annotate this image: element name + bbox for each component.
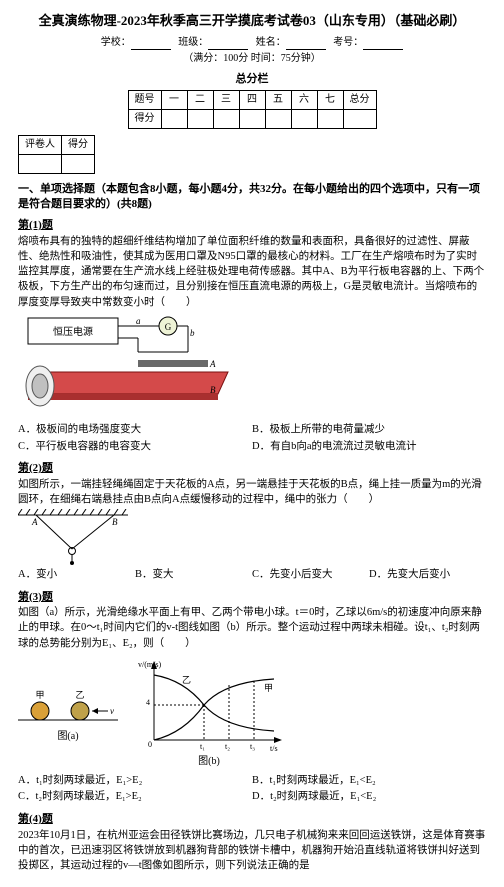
q1-figure: 恒压电源 a b G A B (18, 312, 486, 420)
name-blank (286, 40, 326, 50)
choice-b: B．变大 (135, 567, 252, 584)
student-meta: 学校： 班级： 姓名： 考号： (18, 36, 486, 50)
svg-text:0: 0 (148, 740, 152, 749)
choice-c: C．t₂时刻两球最近，E₁>E₂ (18, 789, 252, 806)
reviewer-table: 评卷人 得分 (18, 135, 95, 174)
q4-number: 第(4)题 (18, 812, 486, 827)
cell: 一 (161, 90, 187, 109)
exam-title: 全真演练物理-2023年秋季高三开学摸底考试卷03（山东专用）（基础必刷） (18, 12, 486, 30)
cell: 四 (239, 90, 265, 109)
svg-text:t₃: t₃ (250, 742, 255, 751)
choice-a: A．极板间的电场强度变大 (18, 422, 252, 439)
cell (161, 109, 187, 128)
choice-c: C．平行板电容器的电容变大 (18, 439, 252, 456)
choice-b: B．极板上所带的电荷量减少 (252, 422, 486, 439)
svg-text:a: a (136, 316, 141, 326)
svg-text:A: A (209, 359, 216, 369)
name-label: 姓名： (256, 37, 286, 48)
svg-text:甲: 甲 (35, 690, 44, 700)
q3-figures: 甲 乙 v 图(a) v/(m/s) t/s 0 4 (18, 655, 486, 769)
cell: 二 (187, 90, 213, 109)
svg-text:t/s: t/s (270, 744, 278, 753)
cell: 三 (213, 90, 239, 109)
cell (239, 109, 265, 128)
svg-text:v/(m/s): v/(m/s) (138, 660, 161, 669)
fig-b-caption: 图(b) (134, 755, 284, 769)
svg-text:G: G (165, 322, 172, 332)
choice-d: D．先变大后变小 (369, 567, 486, 584)
examno-blank (363, 40, 403, 50)
cell (291, 109, 317, 128)
cell: 六 (291, 90, 317, 109)
cell: 总分 (343, 90, 376, 109)
choice-d: D．t₂时刻两球最近，E₁<E₂ (252, 789, 486, 806)
cell (317, 109, 343, 128)
choice-a: A．变小 (18, 567, 135, 584)
cell: 得分 (128, 109, 161, 128)
table-row: 得分 (128, 109, 376, 128)
cell: 评卷人 (19, 135, 62, 154)
q2-rope-svg: A B (18, 509, 128, 565)
q1-circuit-svg: 恒压电源 a b G A B (18, 312, 238, 420)
svg-text:A: A (31, 517, 38, 527)
table-row: 评卷人 得分 (19, 135, 95, 154)
q2-text: 如图所示，一端挂轻绳绳固定于天花板的A点，另一端悬挂于天花板的B点，绳上挂一质量… (18, 477, 486, 507)
cell (265, 109, 291, 128)
q3-text: 如图（a）所示，光滑绝缘水平面上有甲、乙两个带电小球。t＝0时，乙球以6m/s的… (18, 605, 486, 651)
cell: 得分 (62, 135, 95, 154)
svg-text:B: B (210, 385, 216, 395)
cell (187, 109, 213, 128)
cell (343, 109, 376, 128)
cell: 题号 (128, 90, 161, 109)
svg-text:4: 4 (146, 698, 150, 707)
q2-number: 第(2)题 (18, 461, 486, 476)
q4-text: 2023年10月1日，在杭州亚运会田径铁饼比赛场边，几只电子机械狗来来回回运送铁… (18, 828, 486, 874)
svg-text:b: b (190, 328, 195, 338)
q3-figure-a: 甲 乙 v 图(a) (18, 680, 118, 744)
svg-text:v: v (110, 706, 114, 716)
q1-number: 第(1)题 (18, 218, 486, 233)
svg-text:B: B (112, 517, 118, 527)
svg-text:t₁: t₁ (200, 742, 205, 751)
q3-balls-svg: 甲 乙 v (18, 680, 118, 730)
fig-a-caption: 图(a) (18, 730, 118, 744)
section-1-head: 一、单项选择题（本题包含8小题，每小题4分，共32分。在每小题给出的四个选项中，… (18, 182, 486, 213)
q3-number: 第(3)题 (18, 590, 486, 605)
q3-figure-b: v/(m/s) t/s 0 4 t₁ t₂ t₃ 乙 甲 图(b) (134, 655, 284, 769)
school-label: 学校： (101, 37, 131, 48)
q2-choices: A．变小 B．变大 C．先变小后变大 D．先变大后变小 (18, 567, 486, 584)
choice-a: A．t₁时刻两球最近，E₁>E₂ (18, 773, 252, 790)
cell: 五 (265, 90, 291, 109)
svg-text:乙: 乙 (75, 690, 84, 700)
choice-b: B．t₁时刻两球最近，E₁<E₂ (252, 773, 486, 790)
examno-label: 考号： (333, 37, 363, 48)
q3-choices: A．t₁时刻两球最近，E₁>E₂ B．t₁时刻两球最近，E₁<E₂ C．t₂时刻… (18, 773, 486, 806)
svg-text:t₂: t₂ (225, 742, 230, 751)
cell: 七 (317, 90, 343, 109)
svg-text:恒压电源: 恒压电源 (53, 325, 93, 338)
svg-text:乙: 乙 (182, 675, 191, 685)
q2-figure: A B (18, 509, 486, 565)
scoreboard-table: 题号 一 二 三 四 五 六 七 总分 得分 (128, 90, 377, 129)
scoreboard-label: 总分栏 (18, 72, 486, 87)
q3-graph-svg: v/(m/s) t/s 0 4 t₁ t₂ t₃ 乙 甲 (134, 655, 284, 755)
school-blank (131, 40, 171, 50)
cell (19, 154, 62, 173)
class-label: 班级： (178, 37, 208, 48)
table-row: 题号 一 二 三 四 五 六 七 总分 (128, 90, 376, 109)
q1-choices: A．极板间的电场强度变大 B．极板上所带的电荷量减少 C．平行板电容器的电容变大… (18, 422, 486, 455)
cell (62, 154, 95, 173)
full-marks: （满分：100分 时间：75分钟） (18, 52, 486, 66)
svg-text:甲: 甲 (264, 683, 273, 693)
choice-c: C．先变小后变大 (252, 567, 369, 584)
choice-d: D．有自b向a的电流流过灵敏电流计 (252, 439, 486, 456)
class-blank (208, 40, 248, 50)
table-row (19, 154, 95, 173)
q1-text: 熔喷布具有的独特的超细纤维结构增加了单位面积纤维的数量和表面积，具备很好的过滤性… (18, 234, 486, 310)
cell (213, 109, 239, 128)
